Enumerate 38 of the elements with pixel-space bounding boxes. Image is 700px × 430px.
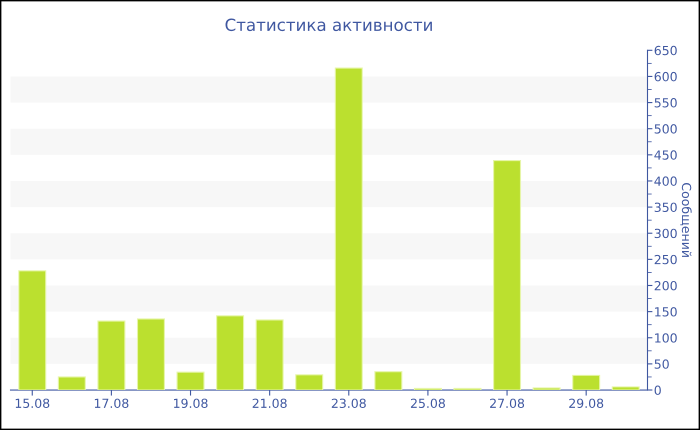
- x-tick-label: 21.08: [252, 398, 287, 408]
- y-tick-label: 500: [654, 124, 677, 134]
- y-tick-label: 650: [654, 46, 677, 56]
- bar: [176, 372, 205, 390]
- x-tick-label: 25.08: [410, 398, 445, 408]
- x-tick-label: 19.08: [174, 398, 208, 408]
- y-tick-label: 150: [655, 307, 677, 317]
- bar: [532, 387, 561, 390]
- y-tick-label: 450: [654, 150, 677, 160]
- bar: [18, 270, 46, 390]
- bar: [58, 376, 86, 390]
- bar: [374, 371, 402, 390]
- y-tick-label: 350: [654, 202, 677, 212]
- y-tick-label: 300: [654, 228, 677, 238]
- x-tick-label: 27.08: [490, 398, 524, 408]
- bar: [334, 68, 363, 390]
- bar: [572, 374, 600, 390]
- y-axis-title: Сообщений: [680, 183, 692, 257]
- y-tick-label: 400: [654, 176, 677, 186]
- y-tick-label: 550: [654, 98, 677, 108]
- bar: [295, 374, 324, 390]
- y-tick-label: 250: [654, 254, 677, 264]
- y-tick-label: 100: [655, 333, 677, 343]
- x-tick-label: 23.08: [332, 398, 366, 408]
- bar: [216, 315, 244, 390]
- bar: [256, 319, 284, 390]
- x-tick-label: 17.08: [94, 398, 128, 408]
- chart-title: Статистика активности: [226, 18, 432, 32]
- y-tick-label: 200: [654, 280, 677, 290]
- y-tick-label: 600: [654, 72, 677, 82]
- x-tick-label: 29.08: [569, 398, 604, 408]
- x-tick-label: 15.08: [16, 398, 50, 408]
- y-tick-label: 0: [654, 385, 661, 395]
- bar: [493, 160, 522, 390]
- bar: [136, 318, 165, 390]
- bar: [612, 386, 640, 390]
- y-tick-label: 50: [654, 359, 669, 369]
- bar: [97, 320, 126, 390]
